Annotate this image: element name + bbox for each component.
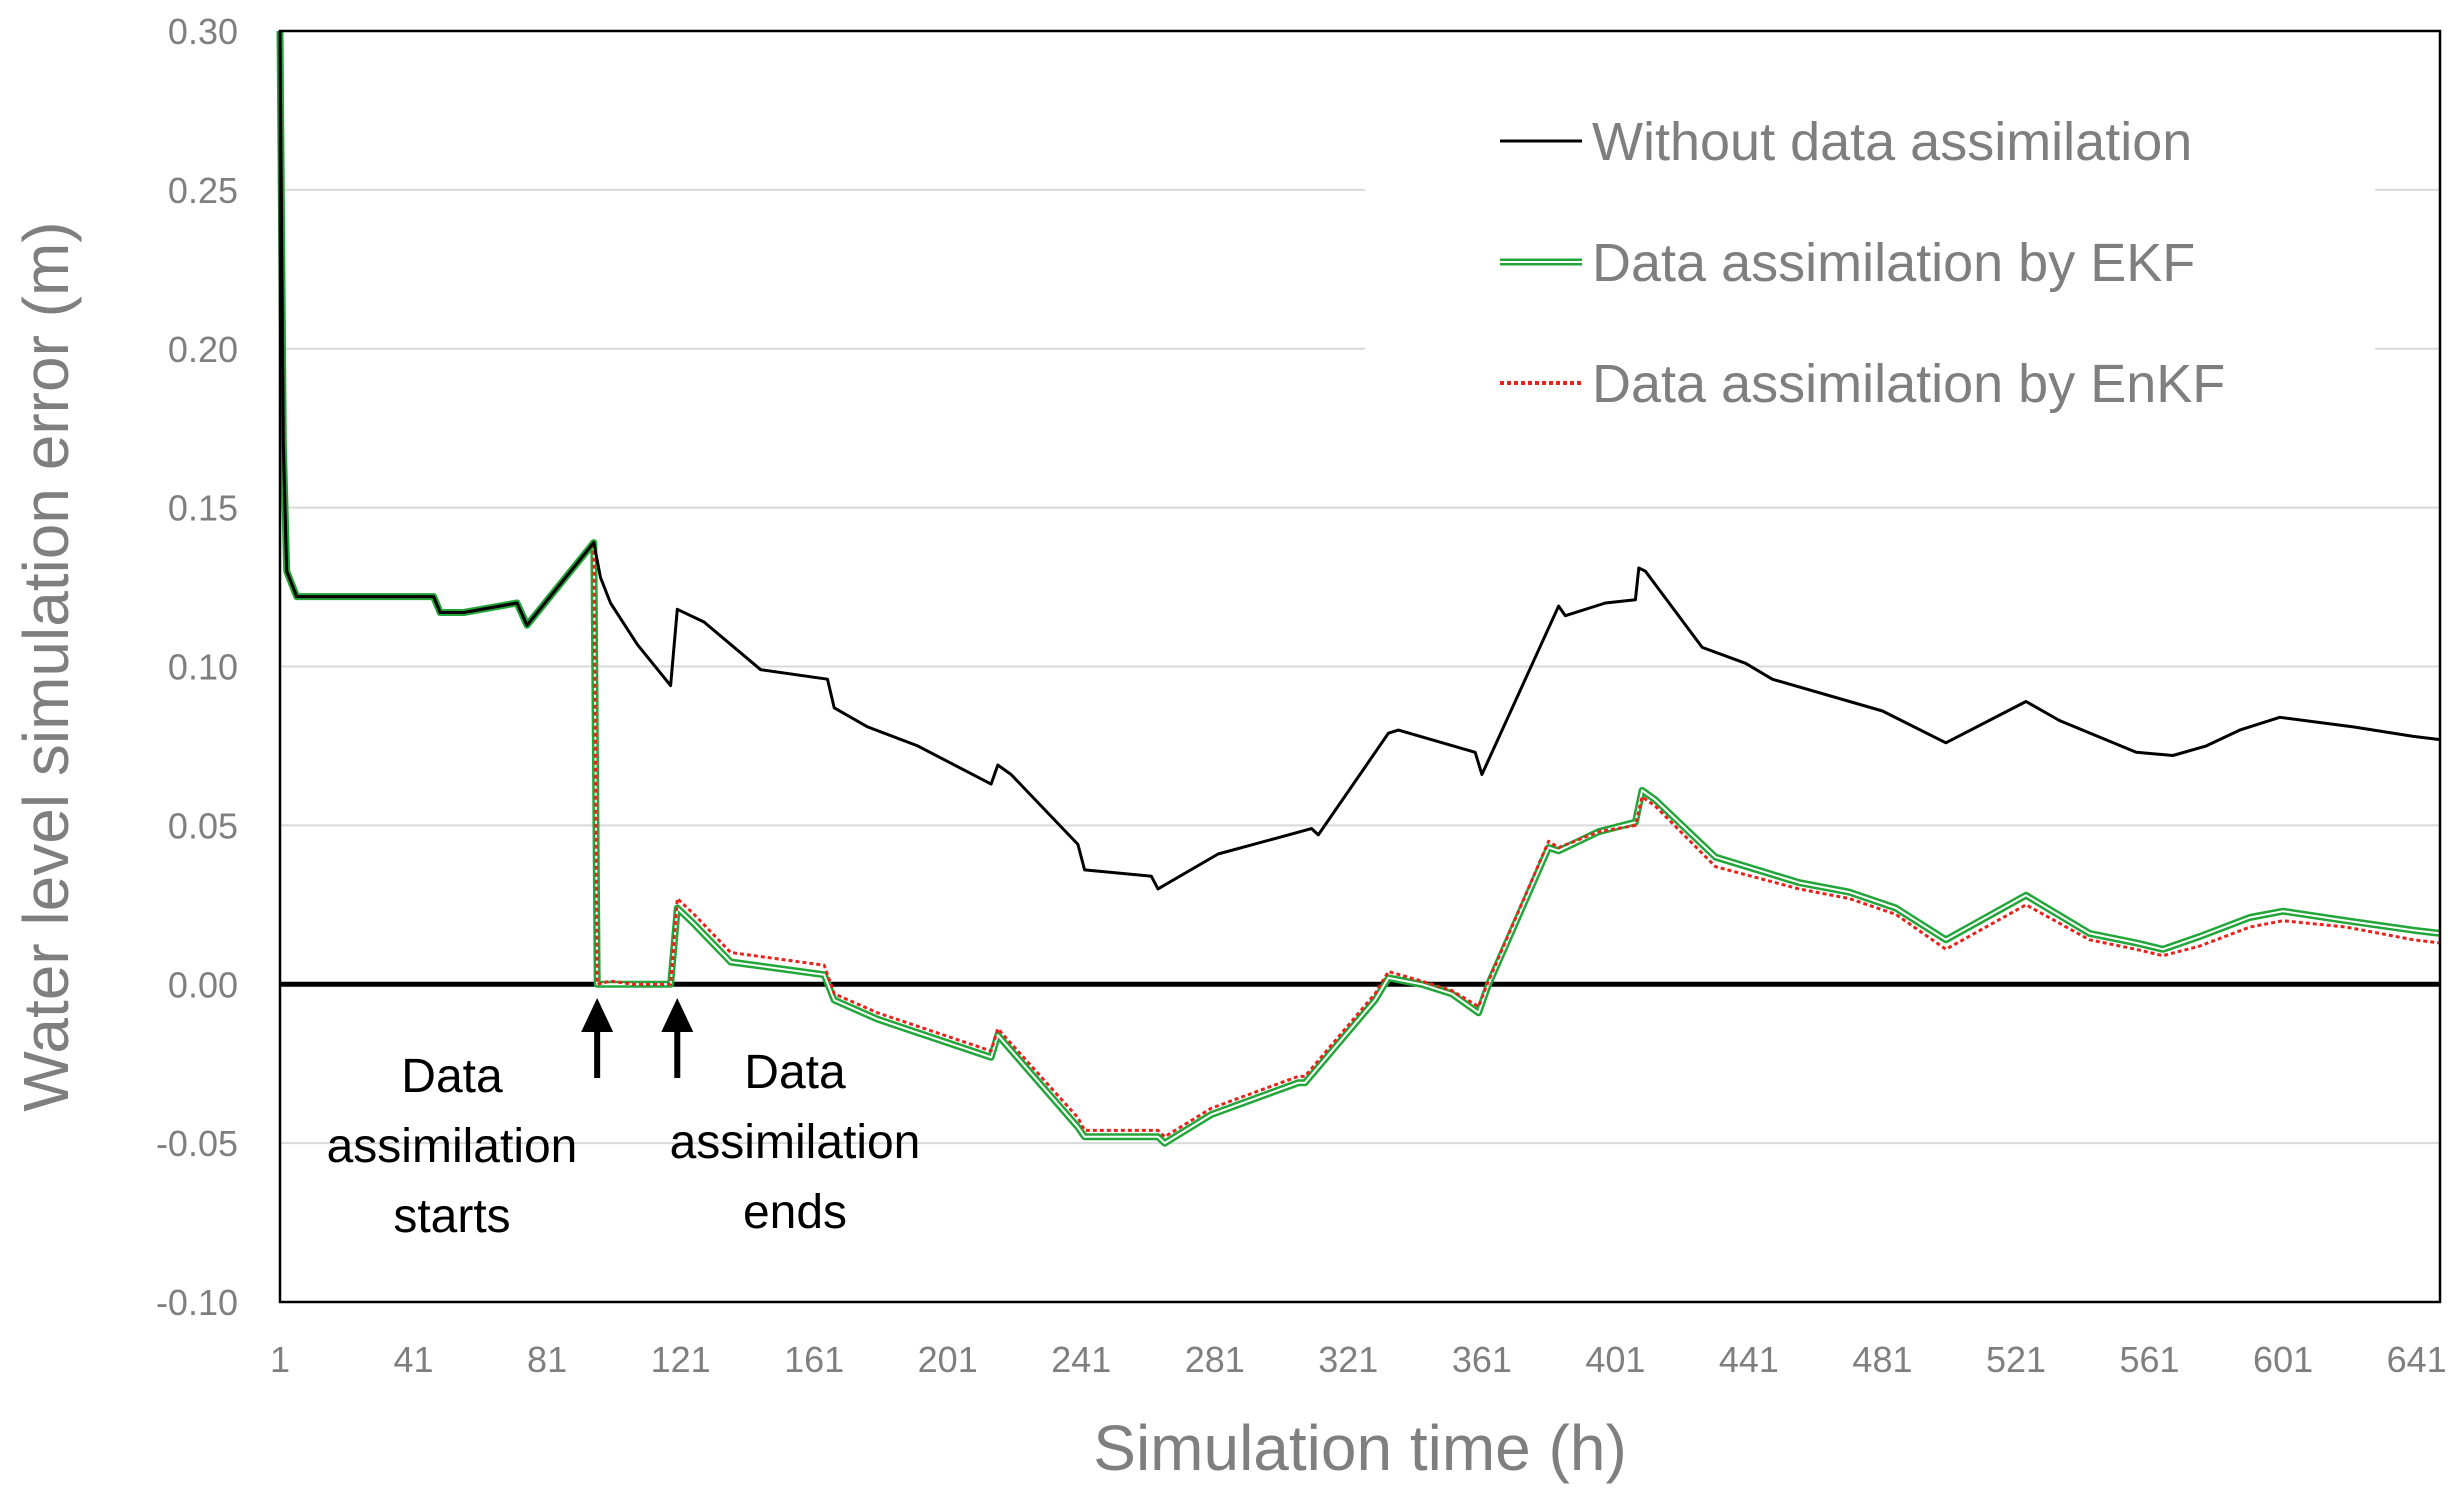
y-tick-label: 0.00 [168, 964, 238, 1005]
legend: Without data assimilation Data assimilati… [1365, 60, 2375, 430]
x-tick-label: 81 [527, 1339, 567, 1380]
x-tick-label: 161 [784, 1339, 844, 1380]
annotation-text: Data [744, 1046, 846, 1099]
y-tick-label: -0.10 [156, 1282, 238, 1323]
annotation-arrow-head [661, 998, 694, 1032]
annotations: Data assimilation starts Data assimilation en… [327, 998, 921, 1243]
x-tick-label: 361 [1452, 1339, 1512, 1380]
y-axis-title: Water level simulation error (m) [10, 221, 82, 1111]
series-enkf-line [278, 30, 2441, 1139]
x-tick-label: 41 [394, 1339, 434, 1380]
y-tick-label: 0.15 [168, 488, 238, 529]
x-tick-label: 481 [1852, 1339, 1912, 1380]
x-tick-label: 561 [2120, 1339, 2180, 1380]
annotation-text: ends [743, 1186, 847, 1239]
y-tick-label: 0.05 [168, 805, 238, 846]
y-tick-label: 0.25 [168, 170, 238, 211]
x-tick-label: 641 [2387, 1339, 2447, 1380]
annotation-text: assimilation [670, 1116, 921, 1169]
y-axis-ticks: -0.10 -0.05 0.00 0.05 0.10 0.15 0.20 0.25 0.30 [156, 11, 238, 1323]
y-tick-label: 0.30 [168, 11, 238, 52]
y-tick-label: 0.10 [168, 647, 238, 688]
annotation-text: assimilation [327, 1120, 578, 1173]
legend-label: Without data assimilation [1592, 112, 2192, 172]
x-tick-label: 241 [1051, 1339, 1111, 1380]
x-axis-title: Simulation time (h) [1093, 1412, 1627, 1484]
series-without-line [278, 30, 2441, 891]
x-tick-label: 121 [651, 1339, 711, 1380]
annotation-text: starts [393, 1190, 510, 1243]
x-tick-label: 201 [918, 1339, 978, 1380]
y-tick-label: 0.20 [168, 329, 238, 370]
y-tick-label: -0.05 [156, 1123, 238, 1164]
annotation-text: Data [401, 1050, 503, 1103]
x-tick-label: 401 [1585, 1339, 1645, 1380]
legend-label: Data assimilation by EnKF [1592, 354, 2225, 414]
x-tick-label: 521 [1986, 1339, 2046, 1380]
x-tick-label: 321 [1318, 1339, 1378, 1380]
legend-background [1365, 60, 2375, 430]
x-tick-label: 281 [1185, 1339, 1245, 1380]
x-tick-label: 441 [1719, 1339, 1779, 1380]
x-axis-ticks: 1 41 81 121 161 201 241 281 321 361 401 441 481 521 56… [270, 1339, 2447, 1380]
series-lines [276, 30, 2441, 1147]
plot-area-border [278, 29, 2442, 1304]
x-tick-label: 1 [270, 1339, 290, 1380]
legend-label: Data assimilation by EKF [1592, 233, 2195, 293]
x-tick-label: 601 [2253, 1339, 2313, 1380]
annotation-arrow-head [581, 998, 614, 1032]
